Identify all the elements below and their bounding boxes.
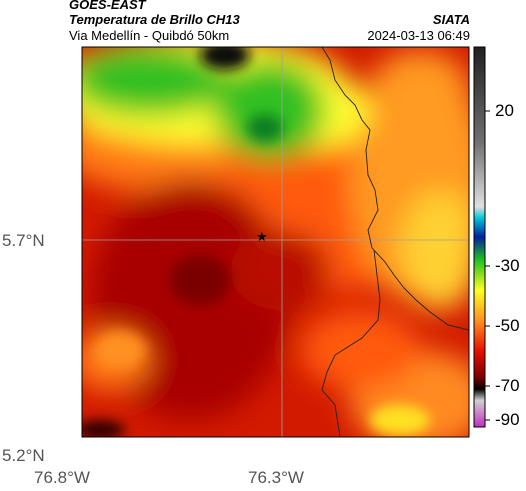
lat-tick-label: 5.2°N bbox=[2, 446, 45, 465]
colorbar-tick-label: -90 bbox=[495, 410, 520, 429]
brightness-temperature-field bbox=[82, 47, 469, 437]
lon-tick-label: 76.8°W bbox=[34, 468, 90, 487]
colorbar bbox=[473, 46, 486, 428]
municipal-boundary bbox=[321, 249, 381, 437]
product-title: Temperatura de Brillo CH13 bbox=[69, 12, 240, 27]
colorbar-tick-label: -70 bbox=[495, 376, 520, 395]
station-star-icon: ★ bbox=[256, 229, 268, 244]
lat-tick-label: 5.7°N bbox=[2, 231, 45, 250]
colorbar-tick-label: -30 bbox=[495, 256, 520, 275]
lon-tick-label: 76.3°W bbox=[248, 468, 304, 487]
datetime-label: 2024-03-13 06:49 bbox=[367, 28, 470, 43]
organization-label: SIATA bbox=[432, 12, 470, 27]
plot-frame bbox=[81, 46, 470, 438]
department-boundary bbox=[321, 47, 469, 331]
colorbar-tick-label: -50 bbox=[495, 316, 520, 335]
region-subtitle: Via Medellín - Quibdó 50km bbox=[69, 28, 230, 43]
satellite-title: GOES-EAST bbox=[69, 0, 146, 12]
colorbar-tick-label: 20 bbox=[495, 101, 514, 120]
